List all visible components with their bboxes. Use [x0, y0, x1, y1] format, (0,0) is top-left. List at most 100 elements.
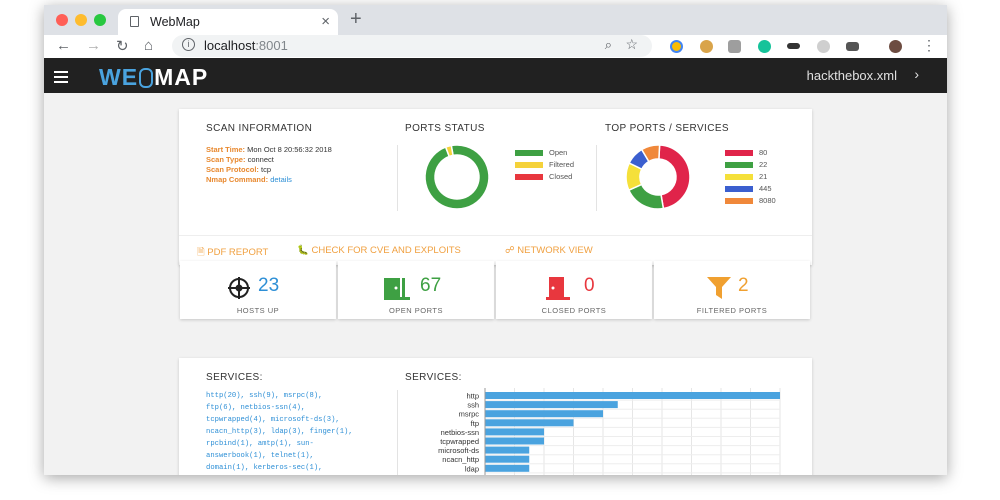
extension-cookie-icon[interactable]	[700, 40, 713, 53]
extension-circle-icon[interactable]	[817, 40, 830, 53]
service-list-line[interactable]: rpcbind(1), amtp(1), sun-	[206, 440, 314, 448]
check-cve-button[interactable]: 🐛 CHECK FOR CVE AND EXPLOITS	[297, 245, 461, 256]
bar-http[interactable]	[485, 392, 780, 399]
top-ports-donut	[625, 144, 691, 210]
filtered-ports-card[interactable]: 2 FILTERED PORTS	[654, 261, 810, 319]
browser-window: WebMap × + ← → ↻ ⌂ i localhost:8001 ⌕ ☆ …	[44, 5, 947, 475]
ports-status-title: PORTS STATUS	[405, 123, 485, 134]
bar-ncacn_http[interactable]	[485, 455, 530, 463]
bar-ftp[interactable]	[485, 419, 574, 427]
closed-ports-card[interactable]: 0 CLOSED PORTS	[496, 261, 652, 319]
address-bar[interactable]: i localhost:8001 ⌕ ☆	[172, 35, 652, 57]
top-ports-legend-swatch	[725, 186, 753, 192]
ports-status-slice-open	[424, 144, 490, 210]
bar-tcpwrapped[interactable]	[485, 437, 544, 445]
page-icon	[130, 16, 139, 27]
top-ports-slice-8080	[640, 144, 661, 163]
filter-icon	[707, 277, 731, 299]
bar-label: msrpc	[459, 410, 480, 419]
services-bar-chart: httpsshmsrpcftpnetbios-ssntcpwrappedmicr…	[438, 388, 781, 475]
top-ports-legend-label: 21	[759, 172, 768, 181]
service-list-line[interactable]: ftp(6), netbios-ssn(4),	[206, 404, 306, 412]
bar-label: ncacn_http	[442, 455, 479, 464]
tab-title: WebMap	[150, 15, 200, 29]
service-list-line[interactable]: answerbook(1), telnet(1),	[206, 452, 314, 460]
maximize-window-button[interactable]	[94, 14, 106, 26]
services-chart-title: SERVICES:	[405, 372, 462, 383]
back-icon[interactable]: ←	[56, 37, 71, 54]
extension-camera-icon[interactable]	[846, 42, 859, 51]
closed-ports-label: CLOSED PORTS	[541, 306, 607, 315]
bar-netbios-ssn[interactable]	[485, 428, 544, 436]
service-list-line[interactable]: domain(1), kerberos-sec(1),	[206, 464, 323, 472]
ports-status-legend-label: Filtered	[549, 160, 575, 169]
top-ports-title: TOP PORTS / SERVICES	[605, 123, 729, 134]
top-ports-legend-swatch	[725, 198, 753, 204]
bar-label: ftp	[471, 419, 479, 428]
scan-file-name[interactable]: hackthebox.xml	[806, 68, 897, 83]
hosts-up-card[interactable]: 23 HOSTS UP	[180, 261, 336, 319]
network-view-button[interactable]: ☍ NETWORK VIEW	[505, 245, 593, 256]
bookmark-star-icon[interactable]: ☆	[625, 36, 638, 52]
filtered-ports-label: FILTERED PORTS	[696, 306, 768, 315]
bar-ssh[interactable]	[485, 401, 618, 409]
browser-toolbar: ← → ↻ ⌂ i localhost:8001 ⌕ ☆ ⋮	[44, 35, 947, 60]
hamburger-menu-icon[interactable]	[54, 71, 68, 86]
bar-ldap[interactable]	[485, 464, 530, 472]
closed-door-icon	[546, 277, 570, 300]
extension-glasses-icon[interactable]	[787, 43, 800, 49]
ports-status-legend-swatch	[515, 162, 543, 168]
menu-dots-icon[interactable]: ⋮	[922, 37, 936, 53]
open-ports-label: OPEN PORTS	[388, 306, 444, 315]
home-icon[interactable]: ⌂	[144, 37, 154, 54]
service-list-line[interactable]: tcpwrapped(4), microsoft-ds(3),	[206, 416, 340, 424]
nmap-command-details-link[interactable]: details	[270, 175, 292, 184]
top-ports-legend-label: 445	[759, 184, 772, 193]
forward-icon[interactable]: →	[86, 37, 101, 54]
extension-grammarly-icon[interactable]	[758, 40, 771, 53]
site-info-icon[interactable]: i	[182, 38, 195, 51]
top-ports-legend-label: 80	[759, 148, 768, 157]
ports-status-legend-swatch	[515, 174, 543, 180]
top-ports-slice-80	[658, 144, 691, 210]
open-ports-card[interactable]: 67 OPEN PORTS	[338, 261, 494, 319]
dashboard-content: SCAN INFORMATION Start Time: Mon Oct 8 2…	[44, 93, 947, 475]
pdf-report-button[interactable]: 🗎 PDF REPORT	[197, 247, 269, 258]
new-tab-icon[interactable]: +	[350, 8, 362, 30]
extension-grid-icon[interactable]	[728, 40, 741, 53]
reload-icon[interactable]: ↻	[116, 38, 129, 55]
bar-msrpc[interactable]	[485, 410, 603, 418]
open-ports-count: 67	[420, 275, 442, 296]
ports-status-legend-label: Closed	[549, 172, 573, 181]
service-list-line[interactable]: http(20), ssh(9), msrpc(8),	[206, 392, 323, 400]
top-ports-legend-swatch	[725, 162, 753, 168]
ports-status-donut	[424, 144, 490, 210]
zoom-icon[interactable]: ⌕	[604, 37, 612, 52]
bar-label: tcpwrapped	[440, 437, 479, 446]
services-list: http(20), ssh(9), msrpc(8), ftp(6), netbi…	[206, 390, 381, 474]
services-card: SERVICES: http(20), ssh(9), msrpc(8), ftp…	[179, 358, 812, 475]
chevron-right-icon[interactable]: ›	[914, 66, 919, 82]
close-tab-icon[interactable]: ×	[321, 13, 330, 30]
bar-microsoft-ds[interactable]	[485, 446, 530, 454]
close-window-button[interactable]	[56, 14, 68, 26]
profile-avatar[interactable]	[889, 40, 902, 53]
extension-chrome-icon[interactable]	[670, 40, 683, 53]
minimize-window-button[interactable]	[75, 14, 87, 26]
app-header: WE MAP hackthebox.xml ›	[44, 58, 947, 93]
top-ports-legend-label: 8080	[759, 196, 776, 205]
service-list-line[interactable]: ncacn_http(3), ldap(3), finger(1),	[206, 428, 353, 436]
filtered-ports-count: 2	[738, 275, 749, 296]
browser-tab[interactable]: WebMap ×	[118, 9, 338, 35]
hosts-up-label: HOSTS UP	[236, 306, 280, 315]
scan-overview-card: SCAN INFORMATION Start Time: Mon Oct 8 2…	[179, 109, 812, 265]
bar-label: ssh	[467, 401, 479, 410]
closed-ports-count: 0	[584, 275, 595, 296]
scan-info-title: SCAN INFORMATION	[206, 123, 313, 134]
open-door-icon	[384, 278, 410, 300]
logo-emblem-icon	[139, 68, 154, 88]
bar-label: http	[466, 392, 479, 401]
scan-info-details: Start Time: Mon Oct 8 20:56:32 2018 Scan…	[206, 145, 332, 184]
top-ports-legend-label: 22	[759, 160, 768, 169]
webmap-logo: WE MAP	[99, 64, 209, 90]
